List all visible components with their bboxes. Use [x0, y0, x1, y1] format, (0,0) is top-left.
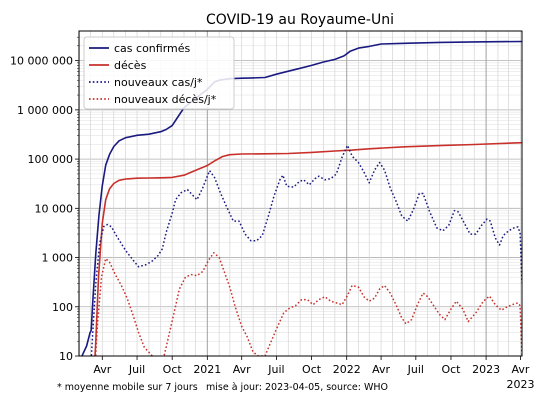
x-tick-label: Avr — [512, 363, 530, 376]
x-tick-label: Juil — [407, 363, 424, 376]
y-tick-label: 10 000 — [35, 202, 74, 215]
x-tick-label: Avr — [372, 363, 390, 376]
x-tick-label: 2021 — [193, 363, 221, 376]
x-tick-label: Avr — [93, 363, 111, 376]
series-line-3 — [94, 252, 522, 356]
legend-box — [83, 36, 235, 110]
x-tick-year-label: 2023 — [506, 378, 534, 391]
legend-label-3: nouveaux décès/j* — [114, 93, 217, 106]
chart-title: COVID-19 au Royaume-Uni — [206, 12, 394, 28]
y-tick-label: 100 000 — [28, 153, 74, 166]
x-tick-label: 2023 — [472, 363, 500, 376]
legend: cas confirmés décès nouveaux cas/j* nouveau… — [83, 36, 235, 110]
x-tick-label: Juil — [128, 363, 145, 376]
y-tick-label: 10 — [59, 350, 73, 363]
legend-label-2: nouveaux cas/j* — [114, 76, 203, 89]
x-tick-label: 2022 — [333, 363, 361, 376]
y-tick-label: 1 000 — [42, 252, 74, 265]
y-axis: 10 100 1 000 10 000 100 000 1 000 000 10 000 0… — [10, 36, 79, 363]
x-tick-label: Oct — [163, 363, 183, 376]
footnote-smoothing: * moyenne mobile sur 7 jours — [57, 382, 198, 393]
x-tick-label: Juil — [267, 363, 284, 376]
footnote-source: mise à jour: 2023-04-05, source: WHO — [206, 382, 388, 393]
x-tick-label: Avr — [233, 363, 251, 376]
legend-label-0: cas confirmés — [114, 42, 191, 55]
x-tick-label: Oct — [441, 363, 461, 376]
y-tick-label: 10 000 000 — [10, 55, 73, 68]
x-tick-label: Oct — [302, 363, 322, 376]
y-tick-label: 1 000 000 — [17, 104, 73, 117]
legend-label-1: décès — [114, 59, 147, 72]
series-line-2 — [90, 144, 522, 356]
series-line-1 — [94, 141, 522, 356]
y-tick-label: 100 — [52, 301, 73, 314]
x-axis: Avr Juil Oct 2021 Avr Juil Oct 2022 Avr Juil Oct 20… — [93, 356, 534, 391]
